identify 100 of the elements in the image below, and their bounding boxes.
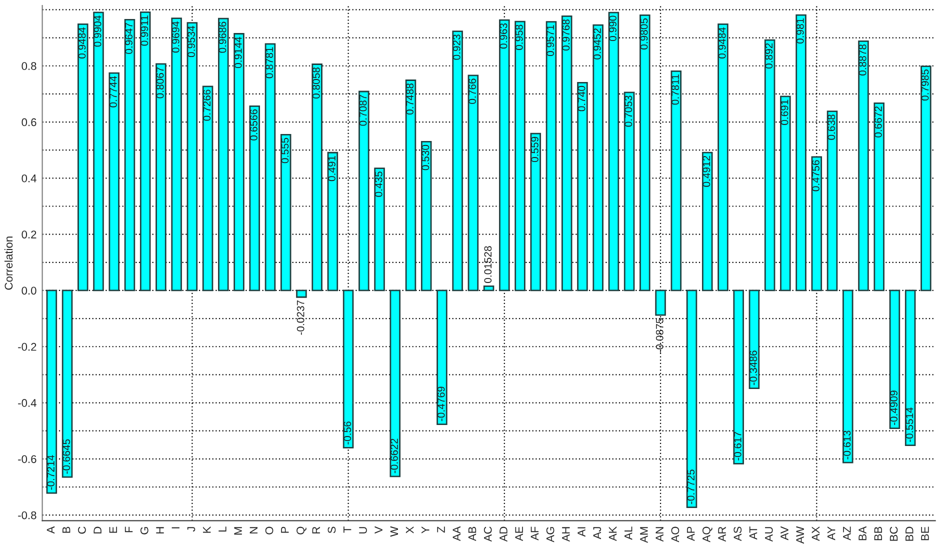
bar [514,20,526,292]
x-tick-label: AP [686,526,695,542]
bar [140,12,151,292]
data-label: 0.8781 [266,47,274,78]
y-axis-title: Correlation [4,236,13,290]
bar [670,70,682,292]
x-tick-label: I [172,527,180,528]
data-label: 0.7087 [359,94,367,126]
data-label: 0.990 [609,16,616,41]
data-label: -0.613 [843,430,851,460]
x-tick-label: L [218,526,226,532]
bar [280,134,292,292]
bar [655,290,666,316]
data-label: 0.01528 [484,246,492,283]
bar [499,19,510,292]
data-label: 0.9686 [218,22,226,53]
data-label: 0.892 [765,43,773,69]
x-tick-label: AY [827,526,836,540]
data-label: 0.9911 [140,16,148,46]
y-tick-label: 0.2 [22,230,36,238]
x-tick-label: W [390,526,398,537]
bar [546,21,557,292]
bar [78,24,88,292]
bar [249,105,260,292]
bar [186,22,198,292]
data-label: 0.559 [531,136,538,162]
y-tick-label: 0.6 [22,118,36,126]
bar [264,43,276,292]
bar [483,285,494,292]
x-tick-label: AD [500,526,508,542]
data-label: 0.7811 [672,74,679,105]
x-tick-label: BB [874,526,882,540]
x-tick-label: AK [608,526,617,542]
bar [327,152,338,292]
data-label: -0.6645 [62,439,70,474]
y-tick-label: -0.2 [18,342,36,351]
bar [452,30,463,292]
data-label: -0.0237 [296,300,304,335]
bar [156,63,166,292]
data-label: -0.0875 [656,318,664,353]
bar [733,290,744,464]
data-label: -0.7725 [687,470,695,504]
bar [640,14,650,292]
x-tick-label: AS [734,526,742,542]
data-label: 0.8058 [312,68,320,98]
data-label: 0.7488 [406,84,414,115]
data-label: 0.9694 [172,21,180,53]
x-tick-label: M [234,527,242,535]
data-label: -0.4769 [437,386,445,422]
x-tick-label: AJ [593,527,602,540]
bar [624,92,635,292]
x-tick-label: T [344,526,352,533]
x-tick-label: F [124,526,133,532]
data-label: -0.56 [344,422,352,444]
data-label: 0.9144 [234,36,242,68]
x-tick-label: AB [468,526,476,542]
data-label: 0.6566 [250,109,258,140]
x-tick-label: AR [718,526,726,542]
data-label: 0.4756 [812,160,820,192]
data-label: 0.9768 [562,19,570,50]
x-tick-label: AO [671,526,680,542]
data-label: 0.8878 [858,44,866,76]
bar [764,39,776,292]
x-tick-label: AA [452,526,460,542]
data-label: 0.958 [515,24,523,50]
x-tick-label: Z [437,526,445,533]
y-tick-label: 0.8 [22,62,36,70]
data-label: 0.7053 [624,96,632,127]
x-tick-label: AX [812,526,820,542]
data-label: 0.7266 [203,90,211,121]
x-tick-label: Y [422,526,430,534]
data-label: -0.617 [734,432,742,460]
data-label: 0.9534 [188,26,195,58]
bar [608,12,620,292]
y-tick-label: -0.8 [18,511,36,520]
data-label: 0.740 [578,86,586,112]
x-tick-label: X [406,526,414,534]
x-tick-label: AT [749,526,758,540]
bar [234,33,244,292]
x-tick-label: P [281,526,289,533]
data-label: 0.691 [780,100,788,125]
x-tick-label: AW [796,526,804,544]
bar [561,16,572,292]
x-tick-label: AH [562,527,570,542]
bar [374,168,385,292]
x-tick-label: AL [624,526,632,540]
x-tick-label: S [328,526,336,534]
x-tick-label: O [265,526,274,534]
data-label: 0.981 [796,18,804,44]
data-label: 0.9484 [78,27,86,58]
x-tick-label: C [78,526,86,534]
data-label: -0.6622 [390,438,398,474]
x-tick-label: Q [296,526,306,534]
data-label: 0.923 [452,34,460,60]
data-label: 0.8067 [156,67,164,98]
bar [108,72,120,292]
bar [718,24,728,292]
x-tick-label: BE [921,526,929,540]
data-label: 0.9484 [718,27,726,58]
data-label: 0.766 [468,78,476,104]
